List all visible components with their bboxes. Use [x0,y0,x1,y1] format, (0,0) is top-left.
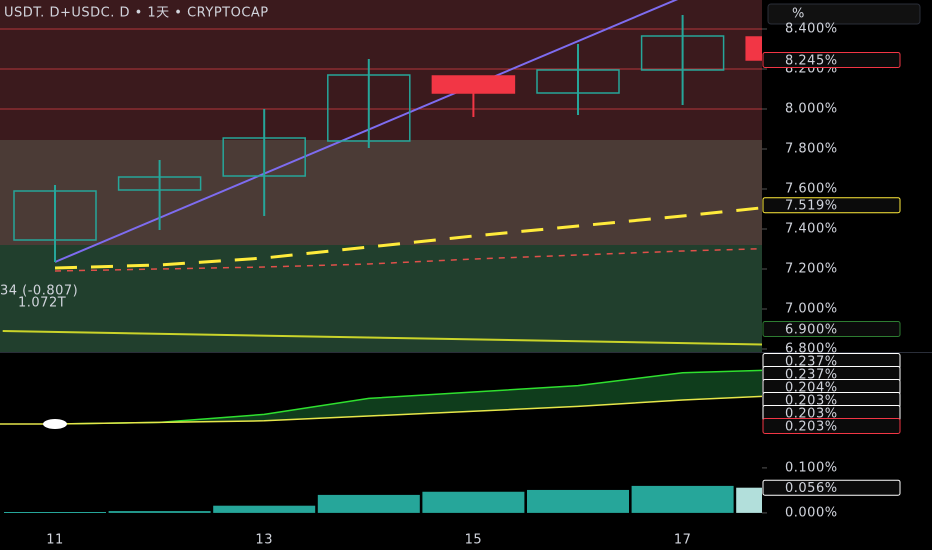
price-tag-label: 6.900% [785,323,838,338]
y-tick-label: 0.100% [785,460,838,475]
price-tag-label: 0.237% [785,368,838,383]
volume-bar [736,487,762,513]
volume-bar [108,511,211,513]
y-tick-label: 8.000% [785,102,838,117]
volume-bar [631,485,734,513]
y-tick-label: 7.200% [785,262,838,277]
candle-body [222,137,306,177]
unit-button[interactable] [767,3,921,25]
plot-area [0,0,762,352]
zone [0,140,762,245]
volume-bar [422,491,525,513]
price-tag-label: 0.056% [785,481,838,496]
volume-bar [317,494,420,513]
y-tick-label: 0.000% [785,505,838,520]
y-tick-label: 7.800% [785,142,838,157]
candle-body [745,36,762,61]
price-tag [762,479,901,496]
price-tag-label: 0.203% [785,420,838,435]
zone [0,245,762,352]
x-tick-label: 15 [465,533,483,548]
plot-area [0,369,762,429]
candle-body [640,35,725,71]
price-tag-label: 0.203% [785,394,838,409]
moving-average [54,247,762,272]
x-tick-label: 13 [255,533,273,548]
volume-bar [4,512,106,513]
y-tick-label: 7.000% [785,302,838,317]
candle-body [117,176,202,191]
price-tag [762,52,901,68]
price-tag [762,197,901,214]
y-tick-label: 8.400% [785,22,838,37]
trend-line [2,330,762,346]
candle-body [431,75,516,94]
zone [0,0,762,140]
band-fill [55,370,762,424]
candle-body [327,74,411,142]
price-tag-label: 0.237% [785,355,838,370]
candle-body [13,190,97,241]
indicator-line [54,395,762,425]
volume-bar [213,505,316,513]
price-tag-label: 7.519% [785,199,838,214]
x-tick-label: 17 [674,533,692,548]
price-tag [762,321,901,337]
price-tag [762,418,901,434]
price-tag-label: 8.245% [785,54,838,69]
y-tick-label: 6.800% [785,342,838,357]
price-tag-label: 0.204% [785,381,838,396]
annotation: 1.072T [18,296,66,311]
volume-bar [527,489,629,513]
unit-label[interactable]: % [792,7,805,22]
price-tag-label: 0.203% [785,407,838,422]
moving-average [54,206,762,270]
chart-title: USDT. D+USDC. D • 1天 • CRYPTOCAP [4,6,269,21]
y-tick-label: 7.600% [785,182,838,197]
indicator-line [54,369,762,425]
start-marker [43,419,67,429]
candle-body [536,69,620,94]
x-tick-label: 11 [46,533,64,548]
y-tick-label: 7.400% [785,222,838,237]
annotation: 34 (-0.807) [0,284,78,299]
